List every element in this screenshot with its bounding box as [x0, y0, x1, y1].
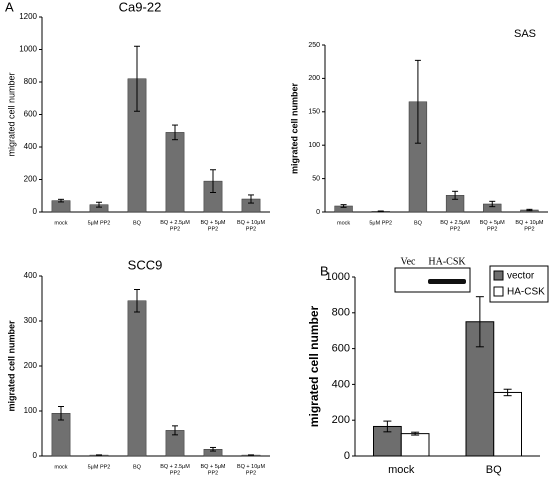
y-tick-label: 600	[332, 343, 350, 355]
y-tick-label: 100	[308, 142, 320, 149]
bar	[127, 300, 147, 457]
x-tick-label: BQ + 2.5μM PP2	[440, 220, 470, 233]
x-tick-label: mock	[54, 220, 67, 226]
x-tick-label: 5μM PP2	[88, 220, 111, 226]
y-tick-label: 0	[33, 207, 38, 216]
bar	[165, 132, 185, 213]
x-tick-label: BQ + 5μM PP2	[200, 220, 225, 233]
x-tick-label: BQ + 2.5μM PP2	[160, 464, 190, 477]
y-tick-label: 800	[24, 77, 38, 86]
y-tick-label: 400	[332, 378, 350, 390]
x-tick-label: BQ	[486, 464, 502, 476]
legend-label: vector	[507, 271, 535, 282]
y-tick-label: 0	[33, 451, 38, 460]
bar	[493, 391, 522, 457]
panel-label: B	[320, 263, 329, 278]
y-axis-label: migrated cell number	[289, 82, 299, 174]
panel-label: A	[5, 0, 14, 14]
chart-title: SCC9	[128, 257, 163, 272]
y-axis-label: migrated cell number	[6, 72, 16, 156]
y-tick-label: 200	[308, 75, 320, 82]
chart-title: SAS	[514, 28, 536, 40]
y-tick-label: 300	[24, 316, 38, 325]
y-tick-label: 1000	[19, 45, 37, 54]
legend-label: HA-CSK	[507, 287, 545, 298]
x-tick-label: mock	[54, 464, 67, 470]
legend-swatch	[493, 270, 504, 281]
y-tick-label: 400	[24, 271, 38, 280]
x-tick-label: BQ	[133, 220, 142, 226]
chart-title: Ca9-22	[119, 0, 162, 14]
y-tick-label: 1200	[19, 12, 37, 21]
x-tick-label: BQ + 10μM PP2	[237, 464, 266, 477]
y-tick-label: 400	[24, 142, 38, 151]
y-tick-label: 200	[332, 414, 350, 426]
y-tick-label: 1000	[326, 271, 350, 283]
y-tick-label: 200	[24, 361, 38, 370]
y-tick-label: 0	[316, 209, 320, 216]
y-tick-label: 250	[308, 42, 320, 49]
x-tick-label: BQ	[414, 220, 423, 226]
x-tick-label: BQ + 5μM PP2	[200, 464, 225, 477]
x-tick-label: mock	[388, 464, 415, 476]
x-tick-label: 5μM PP2	[369, 220, 392, 226]
y-axis-label: migrated cell number	[307, 305, 321, 427]
inset-blot-band	[428, 279, 466, 284]
x-tick-label: BQ + 10μM PP2	[237, 220, 266, 233]
x-tick-label: BQ + 10μM PP2	[515, 220, 544, 233]
bar	[400, 433, 430, 457]
x-tick-label: BQ + 5μM PP2	[480, 220, 505, 233]
x-tick-label: 5μM PP2	[88, 464, 111, 470]
legend-swatch	[493, 286, 504, 297]
x-tick-label: mock	[337, 220, 350, 226]
y-tick-label: 800	[332, 307, 350, 319]
y-tick-label: 50	[312, 175, 320, 182]
y-tick-label: 100	[24, 406, 38, 415]
y-tick-label: 600	[24, 110, 38, 119]
y-tick-label: 200	[24, 175, 38, 184]
inset-label: HA-CSK	[428, 256, 466, 267]
x-tick-label: BQ	[133, 464, 142, 470]
inset-label: Vec	[401, 256, 417, 267]
x-tick-label: BQ + 2.5μM PP2	[160, 220, 190, 233]
y-axis-label: migrated cell number	[6, 320, 16, 412]
y-tick-label: 0	[344, 450, 350, 462]
y-tick-label: 150	[308, 109, 320, 116]
